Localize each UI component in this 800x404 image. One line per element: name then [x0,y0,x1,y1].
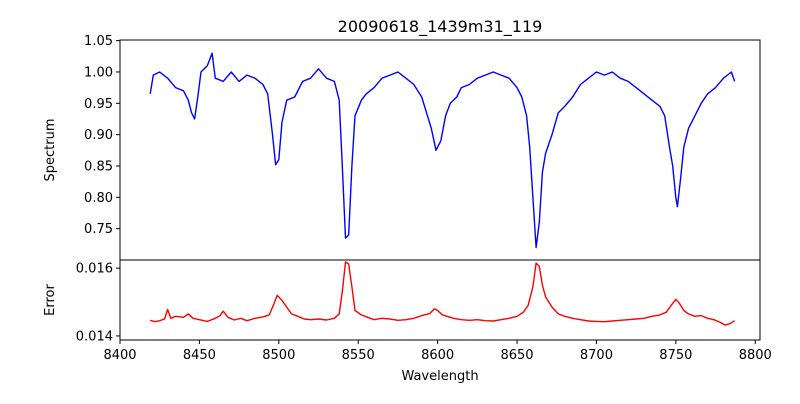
y-tick-label: 1.05 [84,34,113,49]
x-tick-label: 8450 [183,348,216,363]
x-tick-label: 8600 [421,348,454,363]
x-tick-label: 8700 [580,348,613,363]
x-tick-label: 8750 [659,348,692,363]
x-tick-label: 8800 [739,348,772,363]
y-tick-label: 0.90 [84,128,113,143]
x-tick-label: 8500 [262,348,295,363]
x-axis-label: Wavelength [401,369,478,384]
y-axis-label-error: Error [43,284,58,316]
y-tick-label: 0.95 [84,97,113,112]
error-axes-frame [119,259,761,341]
y-tick-label: 0.85 [84,159,113,174]
x-tick-label: 8400 [103,348,136,363]
error-line [150,261,735,326]
spectrum-axes-frame [119,39,761,261]
chart-title: 20090618_1439m31_119 [338,17,543,37]
x-tick-label: 8550 [342,348,375,363]
y-tick-label: 0.014 [76,329,113,344]
y-tick-label: 1.00 [84,65,113,80]
y-axis-label-spectrum: Spectrum [43,119,58,182]
spectrum-line [149,52,736,249]
y-tick-label: 0.80 [84,191,113,206]
y-tick-label: 0.75 [84,222,113,237]
x-tick-label: 8650 [500,348,533,363]
y-tick-label: 0.016 [76,262,113,277]
